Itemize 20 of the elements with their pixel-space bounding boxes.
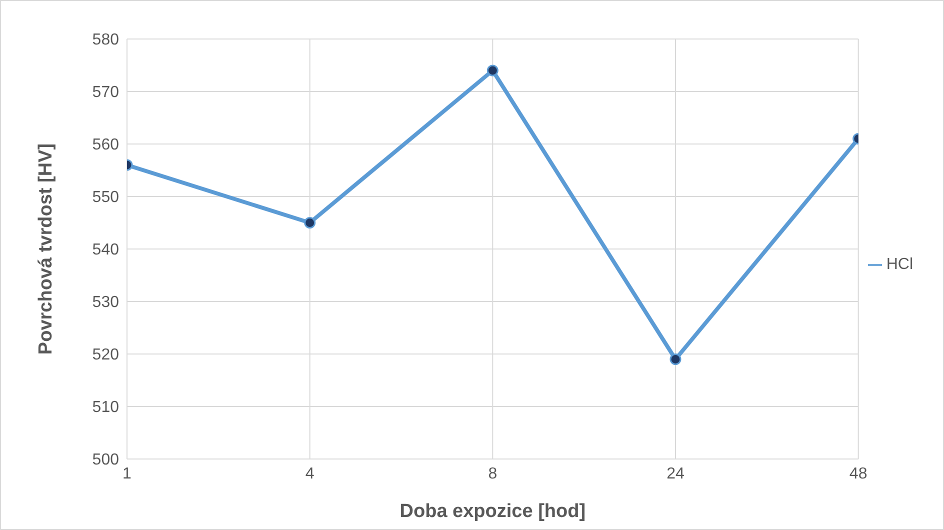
y-tick-label: 500 — [92, 452, 120, 469]
y-tick-label: 570 — [92, 84, 120, 102]
y-tick-label: 560 — [92, 136, 120, 154]
y-tick-label: 530 — [92, 294, 120, 312]
point — [304, 217, 316, 228]
point — [670, 354, 682, 365]
x-tick-label: 1 — [122, 465, 132, 482]
y-axis-title: Povrchová tvrdost [HV] — [36, 143, 57, 355]
point — [486, 64, 498, 76]
y-tick-label: 550 — [92, 189, 120, 206]
x-tick-label: 48 — [849, 465, 868, 482]
y-tick-label: 510 — [92, 399, 120, 416]
x-tick-label: 24 — [666, 465, 684, 482]
x-axis-title: Doba expozice [hod] — [400, 501, 586, 522]
y-tick-label: 540 — [92, 242, 120, 259]
x-tick-label: 8 — [488, 465, 498, 482]
legend-label: HCl — [886, 256, 913, 273]
y-tick-label: 520 — [92, 346, 120, 364]
x-tick-label: 4 — [305, 465, 314, 482]
y-tick-label: 580 — [92, 32, 120, 49]
